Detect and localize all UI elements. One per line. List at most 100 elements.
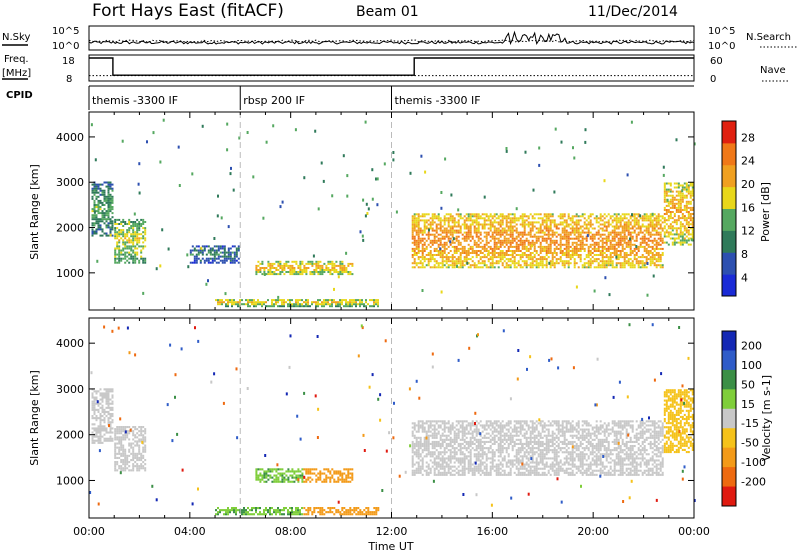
data-cell bbox=[101, 210, 104, 213]
data-cell bbox=[107, 234, 110, 237]
data-cell bbox=[311, 511, 314, 514]
data-cell bbox=[417, 428, 420, 431]
data-cell bbox=[111, 431, 114, 434]
data-cell bbox=[545, 241, 548, 244]
data-cell bbox=[417, 239, 420, 242]
scatter-cell bbox=[93, 210, 96, 214]
scatter-cell bbox=[312, 254, 315, 258]
data-cell bbox=[635, 219, 638, 222]
data-cell bbox=[457, 260, 460, 263]
data-cell bbox=[249, 301, 251, 304]
data-cell bbox=[675, 237, 678, 240]
data-cell bbox=[509, 221, 512, 224]
data-cell bbox=[565, 256, 568, 259]
data-cell bbox=[491, 266, 494, 269]
data-cell bbox=[142, 245, 145, 248]
data-cell bbox=[413, 260, 416, 263]
data-cell bbox=[217, 507, 219, 510]
data-cell bbox=[449, 442, 452, 445]
data-cell bbox=[473, 264, 476, 267]
data-cell bbox=[585, 227, 588, 230]
data-cell bbox=[561, 235, 564, 238]
data-cell bbox=[435, 227, 438, 230]
data-cell bbox=[275, 513, 277, 516]
data-cell bbox=[327, 271, 330, 273]
data-cell bbox=[357, 303, 359, 306]
data-cell bbox=[91, 187, 94, 190]
data-cell bbox=[493, 237, 496, 240]
data-cell bbox=[489, 247, 492, 250]
data-cell bbox=[93, 439, 96, 442]
data-cell bbox=[435, 436, 438, 439]
data-cell bbox=[507, 264, 510, 267]
data-cell bbox=[657, 223, 660, 226]
data-cell bbox=[413, 227, 416, 230]
data-cell bbox=[633, 247, 636, 250]
data-cell bbox=[221, 245, 224, 248]
data-cell bbox=[269, 273, 272, 276]
data-cell bbox=[333, 472, 336, 475]
data-cell bbox=[433, 432, 436, 435]
data-cell bbox=[575, 262, 578, 265]
data-cell bbox=[435, 262, 438, 265]
data-cell bbox=[561, 252, 564, 254]
data-cell bbox=[349, 476, 352, 479]
data-cell bbox=[505, 254, 508, 256]
data-cell bbox=[513, 266, 516, 269]
data-cell bbox=[339, 301, 341, 304]
data-cell bbox=[655, 241, 658, 244]
data-cell bbox=[523, 262, 526, 265]
data-cell bbox=[411, 225, 414, 228]
data-cell bbox=[441, 422, 444, 425]
data-cell bbox=[481, 247, 484, 250]
data-cell bbox=[483, 213, 486, 216]
data-cell bbox=[209, 261, 212, 264]
data-cell bbox=[333, 507, 336, 510]
data-cell bbox=[221, 259, 224, 262]
data-cell bbox=[325, 474, 328, 477]
data-cell bbox=[629, 227, 632, 230]
data-cell bbox=[691, 229, 694, 232]
data-cell bbox=[667, 219, 670, 222]
data-cell bbox=[429, 451, 432, 454]
data-cell bbox=[623, 247, 626, 250]
data-cell bbox=[531, 239, 534, 242]
data-cell bbox=[105, 415, 108, 418]
data-cell bbox=[118, 450, 121, 453]
data-cell bbox=[609, 252, 612, 254]
data-cell bbox=[411, 459, 414, 462]
data-cell bbox=[667, 190, 670, 193]
data-cell bbox=[567, 233, 570, 236]
data-cell bbox=[651, 247, 654, 250]
data-cell bbox=[425, 245, 428, 248]
data-cell bbox=[475, 241, 478, 244]
data-cell bbox=[269, 474, 272, 477]
data-cell bbox=[93, 199, 96, 202]
data-cell bbox=[643, 213, 646, 216]
data-cell bbox=[114, 454, 117, 457]
data-cell bbox=[138, 229, 141, 232]
data-cell bbox=[277, 472, 280, 475]
data-cell bbox=[93, 189, 96, 192]
data-cell bbox=[679, 221, 682, 224]
data-cell bbox=[479, 215, 482, 218]
data-cell bbox=[549, 233, 552, 236]
data-cell bbox=[563, 252, 566, 254]
data-cell bbox=[613, 250, 616, 252]
data-cell bbox=[655, 229, 658, 232]
data-cell bbox=[583, 264, 586, 267]
data-cell bbox=[453, 252, 456, 254]
data-cell bbox=[269, 305, 271, 308]
data-cell bbox=[477, 237, 480, 240]
data-cell bbox=[689, 215, 692, 218]
data-cell bbox=[197, 245, 200, 248]
data-cell bbox=[99, 415, 102, 418]
data-cell bbox=[441, 235, 444, 238]
data-cell bbox=[343, 305, 345, 308]
data-cell bbox=[553, 225, 556, 228]
data-cell bbox=[95, 417, 98, 420]
data-cell bbox=[363, 513, 366, 516]
data-cell bbox=[519, 217, 522, 220]
data-cell bbox=[271, 305, 273, 308]
